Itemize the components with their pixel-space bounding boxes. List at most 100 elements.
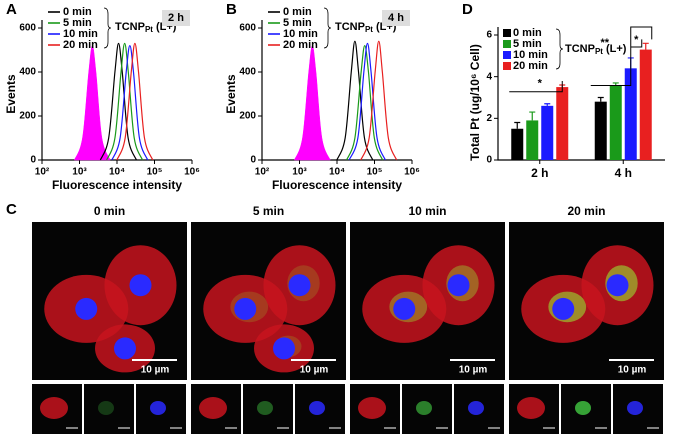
x-tick-label: 10² bbox=[255, 167, 270, 178]
sig-star: * bbox=[538, 78, 543, 90]
legend-title-text: TCNP bbox=[565, 43, 595, 55]
thumbnail-signal bbox=[309, 401, 325, 415]
legend-label: 20 min bbox=[513, 60, 548, 72]
y-tick-label: 4 bbox=[486, 71, 492, 82]
annotation: 4 h bbox=[388, 12, 404, 24]
y-tick-label: 600 bbox=[239, 23, 256, 34]
legend-label: 0 min bbox=[63, 6, 92, 18]
x-tick-label: 10² bbox=[35, 167, 50, 178]
y-axis-label: Total Pt (ug/10⁶ Cell) bbox=[468, 44, 482, 161]
legend-swatch bbox=[503, 62, 511, 70]
x-tick-label: 10⁵ bbox=[367, 167, 383, 178]
column-title: 10 min bbox=[408, 204, 446, 218]
error-bar bbox=[514, 121, 521, 129]
cell-nucleus bbox=[75, 297, 98, 320]
annotation-box bbox=[382, 10, 410, 26]
cell-nucleus bbox=[234, 297, 257, 320]
y-axis-label: Events bbox=[4, 74, 18, 114]
panel-letter: D bbox=[462, 1, 473, 18]
legend-swatch bbox=[503, 51, 511, 59]
legend-title-sub: Pt bbox=[145, 25, 153, 34]
panel-letter: A bbox=[6, 1, 17, 18]
legend-title-sub: Pt bbox=[365, 25, 373, 34]
scale-bar-label: 10 µm bbox=[459, 365, 488, 376]
x-tick-label: 10³ bbox=[292, 167, 307, 178]
legend-title-text: TCNP bbox=[115, 21, 145, 33]
y-tick-label: 6 bbox=[486, 30, 492, 41]
cell-nucleus bbox=[447, 274, 470, 297]
thumbnail-signal bbox=[627, 401, 643, 415]
thumbnail-signal bbox=[416, 401, 432, 415]
cell-nucleus bbox=[129, 274, 152, 297]
bar bbox=[624, 68, 637, 160]
thumbnail-signal bbox=[98, 401, 114, 415]
legend-swatch bbox=[503, 40, 511, 48]
error-bar bbox=[642, 42, 649, 50]
annotation: 2 h bbox=[168, 12, 184, 24]
y-tick-label: 2 bbox=[486, 113, 492, 124]
sig-star: * bbox=[634, 34, 639, 46]
sig-bracket bbox=[509, 81, 563, 93]
bar bbox=[639, 49, 652, 161]
column-title: 20 min bbox=[567, 204, 605, 218]
legend-title: TCNPPt (L+) bbox=[565, 43, 627, 56]
legend-label: 10 min bbox=[513, 49, 548, 61]
y-tick-label: 400 bbox=[239, 67, 256, 78]
scale-bar-label: 10 µm bbox=[300, 365, 329, 376]
sig-star: ** bbox=[600, 37, 609, 49]
x-tick-label: 10⁶ bbox=[184, 167, 200, 178]
legend-label: 10 min bbox=[63, 28, 98, 40]
thumbnail-signal bbox=[40, 397, 68, 419]
x-tick-label: 4 h bbox=[615, 166, 632, 180]
y-tick-label: 0 bbox=[30, 155, 36, 166]
bar bbox=[556, 87, 569, 160]
histogram-line bbox=[336, 40, 374, 161]
scale-bar-label: 10 µm bbox=[618, 365, 647, 376]
legend-label: 0 min bbox=[513, 27, 542, 39]
legend-brace bbox=[323, 7, 332, 49]
scale-bar-label: 10 µm bbox=[141, 365, 170, 376]
legend-brace bbox=[555, 28, 564, 70]
thumbnail-signal bbox=[468, 401, 484, 415]
bar bbox=[511, 128, 524, 160]
cell-nucleus bbox=[288, 274, 311, 297]
y-tick-label: 0 bbox=[250, 155, 256, 166]
bar bbox=[541, 105, 554, 160]
thumbnail-signal bbox=[150, 401, 166, 415]
bar bbox=[594, 101, 607, 160]
annotation-box bbox=[162, 10, 190, 26]
thumbnail-signal bbox=[257, 401, 273, 415]
x-tick-label: 2 h bbox=[531, 166, 548, 180]
legend-label: 5 min bbox=[513, 38, 542, 50]
cell-nucleus bbox=[273, 337, 295, 360]
cell-nucleus bbox=[114, 337, 136, 360]
legend-label: 20 min bbox=[283, 39, 318, 51]
legend-title-sub: Pt bbox=[595, 47, 603, 56]
thumbnail-signal bbox=[517, 397, 545, 419]
x-axis-label: Fluorescence intensity bbox=[52, 178, 182, 192]
x-tick-label: 10⁴ bbox=[329, 167, 345, 178]
thumbnail-signal bbox=[575, 401, 591, 415]
histogram-area bbox=[74, 45, 111, 161]
column-title: 0 min bbox=[94, 204, 125, 218]
error-bar bbox=[529, 111, 536, 121]
histogram-line bbox=[99, 42, 138, 161]
histogram-line bbox=[348, 42, 386, 161]
x-tick-label: 10³ bbox=[72, 167, 87, 178]
thumbnail-signal bbox=[199, 397, 227, 419]
y-axis-label: Events bbox=[224, 74, 238, 114]
legend-label: 20 min bbox=[63, 39, 98, 51]
histogram-line bbox=[360, 40, 398, 161]
legend-brace bbox=[103, 7, 112, 49]
legend-title-suffix: (L+) bbox=[606, 43, 627, 55]
y-tick-label: 200 bbox=[19, 111, 36, 122]
y-tick-label: 200 bbox=[239, 111, 256, 122]
x-tick-label: 10⁶ bbox=[404, 167, 420, 178]
sig-bracket bbox=[590, 26, 653, 86]
histogram-line bbox=[111, 44, 149, 161]
x-tick-label: 10⁴ bbox=[109, 167, 125, 178]
error-bar bbox=[597, 96, 604, 102]
histogram-line bbox=[106, 42, 144, 161]
x-tick-label: 10⁵ bbox=[147, 167, 163, 178]
